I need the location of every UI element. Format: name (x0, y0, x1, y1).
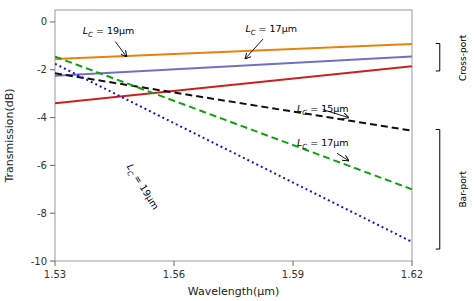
series-line (55, 44, 412, 59)
bracket-label: Cross-port (458, 34, 468, 81)
series-line (55, 66, 412, 103)
annotation: LC = 15µm (297, 103, 349, 117)
annotation: LC = 17µm (245, 23, 297, 37)
y-tick (50, 117, 55, 118)
annotation-arrow (115, 41, 126, 56)
y-tick (50, 69, 55, 70)
y-tick-label: -2 (37, 64, 47, 75)
annotation-arrow (323, 110, 349, 118)
annotation-arrow (337, 153, 349, 160)
x-tick-label: 1.53 (44, 269, 66, 280)
y-tick (50, 21, 55, 22)
y-axis-label: Transmission(dB) (3, 88, 16, 183)
x-tick (55, 261, 56, 266)
y-tick (50, 261, 55, 262)
y-tick (50, 165, 55, 166)
x-tick (174, 261, 175, 266)
x-tick (412, 261, 413, 266)
series-line (55, 57, 412, 190)
x-axis-label: Wavelength(μm) (188, 285, 280, 298)
x-tick (293, 261, 294, 266)
annotation: LC = 19µm (122, 162, 161, 213)
y-tick-label: -4 (37, 112, 47, 123)
series-group (55, 44, 412, 242)
annotation: LC = 19µm (83, 25, 135, 39)
annotation-part: = 19µm (93, 25, 134, 36)
y-tick-label: -10 (31, 256, 47, 267)
chart: 1.53 1.56 1.59 1.62 0 -2 -4 -6 -8 -10 Wavelength(μ… (0, 0, 474, 301)
annotation-part: = 15µm (307, 103, 348, 114)
series-line (55, 64, 412, 242)
x-tick-label: 1.59 (282, 269, 304, 280)
annotation-arrow (245, 39, 263, 59)
annotation-part: = 17µm (256, 23, 297, 34)
annotation-part: = 19µm (130, 170, 161, 211)
series-line (55, 57, 412, 76)
annotation-part: = 17µm (307, 137, 348, 148)
plot-frame (55, 10, 412, 261)
x-tick-label: 1.62 (401, 269, 423, 280)
bracket-label: Bar-port (458, 171, 468, 208)
bracket (436, 130, 440, 250)
annotation: LC = 17µm (297, 137, 349, 151)
y-tick-label: -8 (37, 208, 47, 219)
y-tick-label: 0 (41, 16, 47, 27)
x-tick-label: 1.56 (163, 269, 185, 280)
bracket (436, 43, 440, 70)
y-tick (50, 213, 55, 214)
y-tick-label: -6 (37, 160, 47, 171)
